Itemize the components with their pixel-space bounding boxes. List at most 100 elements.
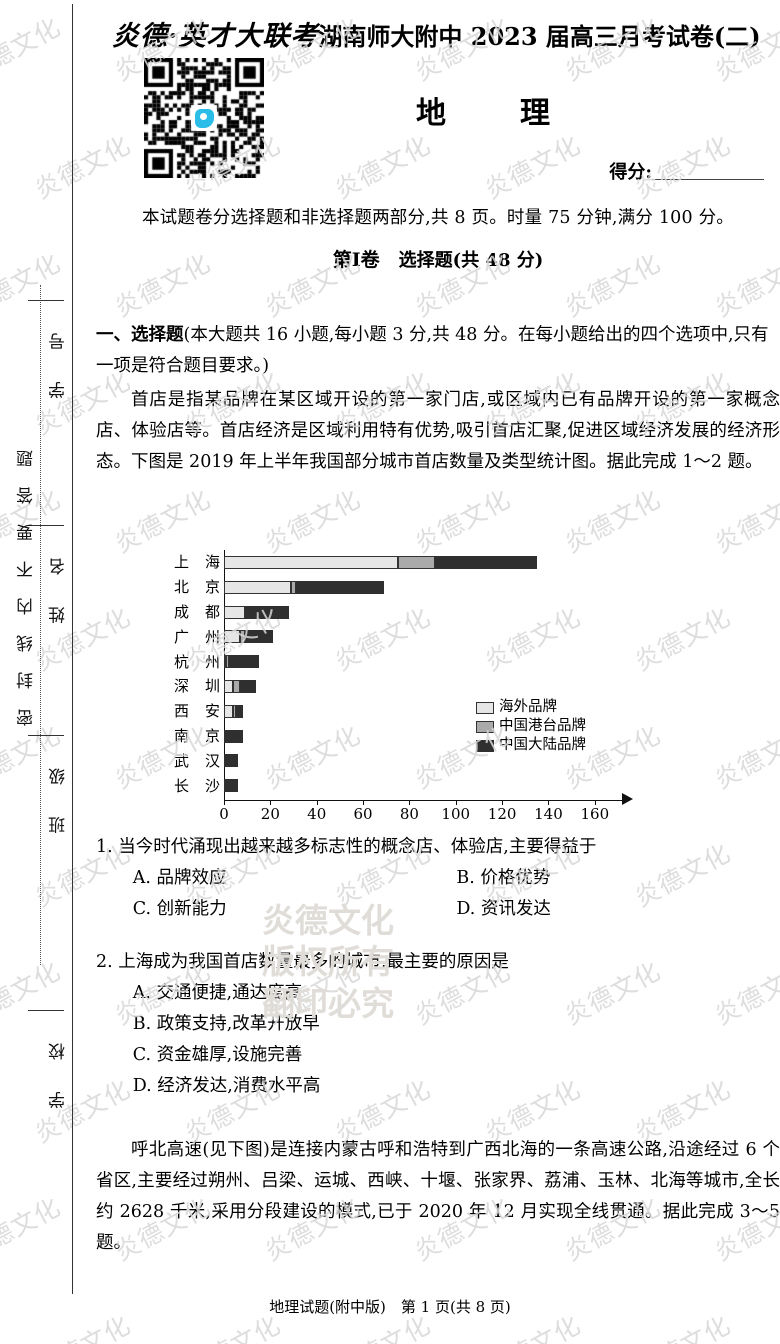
question-2-option-c[interactable]: C. 资金雄厚,设施完善 xyxy=(132,1045,303,1065)
question-1: 1. 当今时代涌现出越来越多标志性的概念店、体验店,主要得益于 A. 品牌效应 … xyxy=(96,832,780,925)
chart-category-label: 深圳 xyxy=(174,677,220,696)
volume-subtitle: 选择题(共 48 分) xyxy=(398,250,544,271)
seal-margin: 学 号 姓 名 班 级 学 校 密封线内不要答题 xyxy=(0,0,96,1344)
chart-category-label: 成都 xyxy=(174,603,220,621)
section-heading-bold: 一、选择题 xyxy=(96,325,184,345)
chart-y-axis xyxy=(224,550,225,802)
chart-bar-segment xyxy=(291,580,296,594)
chart-x-tick xyxy=(455,800,457,805)
chart-bar-segment xyxy=(224,605,245,619)
question-1-option-c[interactable]: C. 创新能力 xyxy=(132,899,227,919)
chart-x-tick xyxy=(548,800,550,805)
chart-bar-segment xyxy=(434,555,537,569)
chart-x-tick-label: 20 xyxy=(260,805,280,823)
seal-field-class: 班 级 xyxy=(49,755,69,834)
chart-x-tick-label: 140 xyxy=(534,805,563,823)
chart-bar-segment xyxy=(240,679,257,693)
chart-bar-segment xyxy=(244,605,289,619)
score-blank[interactable] xyxy=(652,179,764,180)
seal-warning-text: 密封线内不要答题 xyxy=(17,430,37,726)
chart-bar-segment xyxy=(224,754,238,768)
chart-bar-segment xyxy=(295,580,384,594)
seal-divider xyxy=(28,1010,64,1011)
chart-category-label: 南京 xyxy=(174,727,220,745)
chart-bar-segment xyxy=(226,655,229,669)
chart-bar xyxy=(224,729,243,743)
chart-x-tick xyxy=(224,800,225,805)
chart-category-label: 北京 xyxy=(174,578,220,597)
passage-2: 呼北高速(见下图)是连接内蒙古呼和浩特到广西北海的一条高速公路,沿途经过 6 个… xyxy=(96,1140,780,1253)
chart-plot-area: 上海 北京 成都 广州 杭州 深圳 西安 南京 武汉 长沙 xyxy=(174,550,618,798)
content-area: 炎德·英才大联考湖南师大附中 2023 届高三月考试卷(二) 地 理 得分: 本… xyxy=(96,0,780,1344)
chart-bar-segment xyxy=(224,729,243,743)
exam-brand: 炎德·英才大联考 xyxy=(112,21,319,52)
section-heading: 一、选择题(本大题共 16 小题,每小题 3 分,共 48 分。在每小题给出的四… xyxy=(96,320,780,382)
chart-legend-swatch xyxy=(476,701,494,714)
chart-legend-swatch xyxy=(476,720,494,733)
chart-x-axis-arrow xyxy=(622,793,633,805)
seal-field-student-id: 学 号 xyxy=(49,320,69,399)
question-2-option-a[interactable]: A. 交通便捷,通达度高 xyxy=(132,983,303,1003)
chart-x-tick xyxy=(502,800,504,805)
chart-bar-segment xyxy=(233,679,241,693)
chart-bar-segment xyxy=(240,630,245,644)
chart-bar xyxy=(224,655,259,669)
seal-divider xyxy=(28,300,64,301)
seal-divider xyxy=(28,525,64,526)
chart-bar-segment xyxy=(235,704,243,718)
chart-x-tick-label: 120 xyxy=(487,805,517,823)
chart-x-tick xyxy=(363,800,365,805)
question-1-option-b[interactable]: B. 价格优势 xyxy=(456,868,551,888)
chart-bar-segment xyxy=(224,779,238,793)
exam-note: 本试题卷分选择题和非选择题两部分,共 8 页。时量 75 分钟,满分 100 分… xyxy=(141,208,734,228)
chart-bar xyxy=(224,605,289,619)
question-1-options-row-2: C. 创新能力 D. 资讯发达 xyxy=(96,894,780,925)
score-label: 得分: xyxy=(609,162,652,183)
question-2-stem: 2. 上海成为我国首店数量最多的城市,最主要的原因是 xyxy=(96,952,509,972)
chart-x-tick xyxy=(409,800,411,805)
chart-bar-segment xyxy=(244,630,273,644)
qr-logo-icon xyxy=(191,105,217,131)
qr-code[interactable] xyxy=(144,58,264,178)
section-heading-rest: (本大题共 16 小题,每小题 3 分,共 48 分。在每小题给出的四个选项中,… xyxy=(96,325,769,376)
chart-category-label: 武汉 xyxy=(174,751,220,770)
page-footer: 地理试题(附中版) 第 1 页(共 8 页) xyxy=(269,1298,511,1316)
subject-title: 地 理 xyxy=(416,96,572,131)
chart-x-tick-label: 0 xyxy=(219,805,229,823)
chart-legend-item: 海外品牌 xyxy=(476,698,586,717)
page-title: 炎德·英才大联考湖南师大附中 2023 届高三月考试卷(二) xyxy=(112,14,776,53)
volume-heading: 第Ⅰ卷 选择题(共 48 分) xyxy=(96,245,780,272)
chart-bar xyxy=(224,630,273,644)
chart-bar xyxy=(224,779,238,793)
chart-legend-swatch xyxy=(476,739,494,752)
question-1-option-a[interactable]: A. 品牌效应 xyxy=(132,868,227,888)
seal-field-name: 姓 名 xyxy=(49,545,69,624)
chart-bar-segment xyxy=(397,555,435,569)
question-2-option-b[interactable]: B. 政策支持,改革开放早 xyxy=(132,1014,320,1034)
question-2-option-d[interactable]: D. 经济发达,消费水平高 xyxy=(132,1076,321,1096)
chart-legend-label: 海外品牌 xyxy=(499,699,557,715)
volume-title: 第Ⅰ卷 xyxy=(332,249,380,271)
chart-bar xyxy=(224,679,257,693)
chart-category-label: 长沙 xyxy=(174,776,220,795)
seal-vertical-rule xyxy=(72,4,73,1294)
chart-bar-segment xyxy=(224,655,227,669)
score-field[interactable]: 得分: xyxy=(609,158,764,184)
exam-title-rest: 湖南师大附中 2023 届高三月考试卷(二) xyxy=(318,22,761,51)
question-1-option-d[interactable]: D. 资讯发达 xyxy=(456,899,551,919)
question-1-stem: 1. 当今时代涌现出越来越多标志性的概念店、体验店,主要得益于 xyxy=(96,837,597,857)
chart-legend: 海外品牌中国港台品牌 中国大陆品牌 xyxy=(476,698,586,755)
chart-legend-item: 中国港台品牌 xyxy=(476,717,586,736)
chart-bar xyxy=(224,580,384,594)
question-2: 2. 上海成为我国首店数量最多的城市,最主要的原因是 A. 交通便捷,通达度高 … xyxy=(96,947,780,1102)
chart-bar-segment xyxy=(224,555,398,569)
chart-x-tick xyxy=(316,800,318,805)
chart-bar-segment xyxy=(228,655,259,669)
chart-x-tick-label: 60 xyxy=(353,805,373,823)
chart-category-label: 上海 xyxy=(174,553,220,572)
chart-bar xyxy=(224,754,238,768)
chart-category-label: 广州 xyxy=(174,627,220,646)
chart-x-tick-label: 160 xyxy=(580,805,610,823)
chart-x-tick-label: 40 xyxy=(307,805,327,823)
chart-legend-label: 中国大陆品牌 xyxy=(499,737,586,753)
